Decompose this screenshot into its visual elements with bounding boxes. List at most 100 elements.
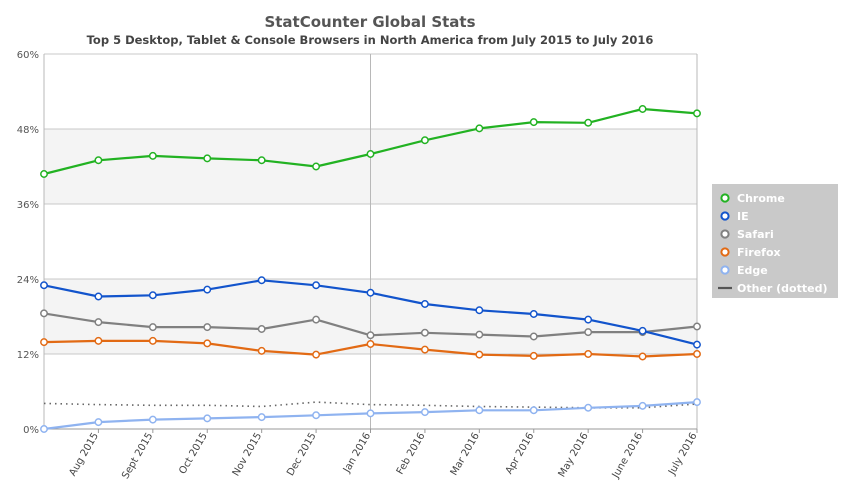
data-point-safari [257,325,266,333]
data-point-ie [475,306,484,315]
data-point-edge [366,409,375,418]
data-point-safari [420,328,429,337]
data-point-ie [203,285,212,294]
series-edge [40,398,701,433]
data-point-chrome [420,136,429,145]
data-point-chrome [529,118,538,127]
x-tick-label: Dec 2015 [285,431,319,478]
y-axis-ticks: 0% 12% 24% 36% 48% 60% [17,50,39,436]
data-point-firefox [529,351,538,360]
legend-label-ie: IE [737,210,749,223]
data-point-firefox [420,345,429,354]
data-point-safari [148,323,157,332]
legend-label-chrome: Chrome [737,192,785,205]
x-tick-label: June 2016 [610,431,645,481]
data-point-chrome [475,124,484,133]
data-point-safari [203,323,212,332]
data-point-chrome [366,150,375,158]
x-tick-label: May 2016 [557,431,591,479]
legend-label-safari: Safari [737,228,774,241]
data-point-ie [693,340,701,349]
data-point-edge [257,413,266,422]
data-point-edge [94,418,103,427]
data-point-ie [420,300,429,308]
legend-label-firefox: Firefox [737,246,781,259]
legend-marker-chrome [720,193,730,203]
y-tick-label: 60% [17,50,39,61]
data-point-ie [94,292,103,301]
x-tick-label: Mar 2016 [449,431,482,478]
data-point-ie [312,281,321,290]
data-point-edge [638,401,647,410]
y-tick-label: 12% [17,350,39,361]
x-tick-label: Jan 2016 [341,431,373,476]
series-chrome [40,105,701,178]
data-point-edge [529,406,538,415]
data-point-firefox [638,352,647,361]
gridlines [44,53,697,430]
data-point-firefox [257,346,266,355]
data-point-safari [312,315,321,324]
data-point-chrome [203,154,212,163]
data-point-firefox [312,350,321,359]
series-ie [40,276,701,349]
chart-title: StatCounter Global Stats [264,13,476,31]
data-point-edge [203,414,212,423]
x-tick-label: Nov 2015 [231,431,265,478]
legend-box [712,184,838,298]
data-point-safari [94,318,103,327]
x-tick-label: Feb 2016 [395,431,428,477]
chart-subtitle: Top 5 Desktop, Tablet & Console Browsers… [86,33,654,47]
data-point-firefox [94,336,103,345]
data-point-edge [475,406,484,415]
y-tick-label: 48% [17,125,39,136]
data-point-firefox [584,350,593,358]
data-point-safari [475,330,484,339]
data-point-chrome [257,156,266,165]
series-safari [40,309,701,341]
legend-label-edge: Edge [737,264,768,277]
data-point-edge [40,425,48,433]
data-point-chrome [148,151,157,160]
data-point-chrome [693,109,701,118]
data-point-edge [312,411,321,420]
data-point-firefox [203,339,212,348]
data-point-chrome [312,162,321,171]
data-point-ie [40,281,48,290]
data-point-edge [584,403,593,412]
x-tick-label: Oct 2015 [177,431,209,476]
data-point-safari [40,309,48,318]
data-point-chrome [94,156,103,165]
data-point-edge [693,398,701,407]
data-point-ie [148,291,157,300]
data-point-chrome [584,118,593,127]
data-point-firefox [40,338,48,347]
data-point-ie [257,276,266,285]
y-tick-label: 36% [17,200,39,211]
y-tick-label: 0% [23,425,39,436]
data-point-firefox [148,336,157,345]
data-point-ie [366,288,375,297]
data-point-firefox [366,340,375,348]
x-tick-label: Apr 2016 [504,431,536,476]
series-firefox [40,336,701,361]
data-point-safari [584,328,593,337]
data-point-ie [638,326,647,335]
data-point-safari [693,322,701,331]
legend-marker-safari [720,229,730,239]
data-point-firefox [693,350,701,358]
legend-label-other-dotted: Other (dotted) [737,282,828,295]
legend: Chrome IE Safari Firefox Edge Other (dotted) [712,184,838,298]
legend-marker-firefox [720,247,730,257]
series-lines [40,105,701,433]
y-tick-label: 24% [17,275,39,286]
data-point-safari [366,331,375,340]
data-point-chrome [40,170,48,178]
x-tick-label: Sept 2015 [120,431,155,481]
data-point-firefox [475,350,484,359]
data-point-ie [584,315,593,324]
x-axis-ticks: Aug 2015 Sept 2015 Oct 2015 Nov 2015 Dec 201… [67,429,700,481]
data-point-edge [420,408,429,417]
x-tick-label: July 2016 [666,431,699,478]
